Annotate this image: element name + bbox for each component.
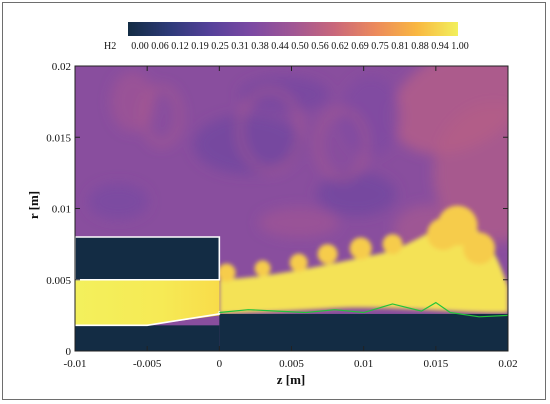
figure-frame (2, 2, 546, 400)
y-axis-label: r [m] (26, 191, 41, 219)
colorbar-tick-label: 0.81 (391, 41, 409, 52)
swirl-ring (141, 85, 183, 147)
mixing-swirls (88, 66, 508, 255)
y-axis-ticks: 0 0.005 0.01 0.015 0.02 (46, 61, 508, 358)
swirl-ring (237, 87, 303, 173)
colorbar: H2 0.00 0.06 0.12 0.19 0.25 0.31 0.38 0.44 0.50 0… (104, 22, 469, 52)
y-tick-label: 0.02 (52, 61, 71, 73)
colorbar-tick-label: 0.50 (291, 41, 309, 52)
swirl (88, 183, 149, 220)
colorbar-tick-label: 0.19 (191, 41, 209, 52)
injector-walls (75, 236, 508, 351)
colorbar-tick-label: 0.00 (131, 41, 149, 52)
plot-area (75, 66, 508, 351)
colorbar-tick-label: 0.88 (411, 41, 429, 52)
colorbar-tick-label: 0.56 (311, 41, 329, 52)
colorbar-tick-label: 0.38 (251, 41, 269, 52)
x-tick-label: -0.005 (133, 358, 162, 370)
plume-eddy (463, 232, 496, 265)
colorbar-title: H2 (104, 41, 116, 52)
colorbar-tick-label: 0.25 (211, 41, 229, 52)
plume-eddy (254, 260, 271, 277)
y-tick-label: 0.015 (46, 132, 71, 144)
plume-eddy (317, 244, 338, 265)
colorbar-tick-label: 0.94 (431, 41, 449, 52)
swirl (193, 114, 304, 175)
colorbar-gradient (128, 22, 458, 36)
h2-jet-core (75, 279, 220, 326)
h2-plume (217, 205, 508, 314)
swirl (316, 172, 397, 217)
plume-eddy (289, 253, 308, 272)
colorbar-tick-label: 0.62 (331, 41, 349, 52)
y-tick-label: 0 (66, 346, 72, 358)
x-tick-label: 0 (217, 358, 223, 370)
plume-eddy (217, 263, 236, 282)
plume-eddy (349, 237, 372, 260)
injector-outer-wall (75, 236, 221, 281)
colorbar-tick-label: 0.44 (271, 41, 289, 52)
swirl-ring (315, 107, 369, 181)
x-tick-label: 0.005 (279, 358, 304, 370)
colorbar-tick-labels: 0.00 0.06 0.12 0.19 0.25 0.31 0.38 0.44 0.50 0.56… (131, 41, 469, 52)
x-axis-label: z [m] (277, 372, 306, 387)
injector-inner-wall (75, 311, 221, 327)
x-tick-label: -0.01 (64, 358, 87, 370)
flame-contour (219, 301, 508, 318)
plume-eddy (382, 234, 403, 255)
x-axis-ticks: -0.01 -0.005 0 0.005 0.01 0.015 0.02 (64, 66, 518, 370)
colorbar-tick-label: 1.00 (451, 41, 469, 52)
combustor-wall-region (219, 313, 508, 351)
x-tick-label: 0.015 (423, 358, 448, 370)
plume-eddy (437, 205, 478, 246)
colorbar-tick-label: 0.75 (371, 41, 389, 52)
colorbar-tick-label: 0.31 (231, 41, 249, 52)
swirl (340, 75, 401, 156)
x-tick-label: 0.01 (354, 358, 373, 370)
x-tick-label: 0.02 (498, 358, 517, 370)
y-tick-label: 0.01 (52, 204, 71, 216)
colorbar-tick-label: 0.69 (351, 41, 369, 52)
swirl (258, 207, 339, 238)
colorbar-tick-label: 0.06 (151, 41, 169, 52)
colorbar-tick-label: 0.12 (171, 41, 189, 52)
y-tick-label: 0.005 (46, 275, 71, 287)
